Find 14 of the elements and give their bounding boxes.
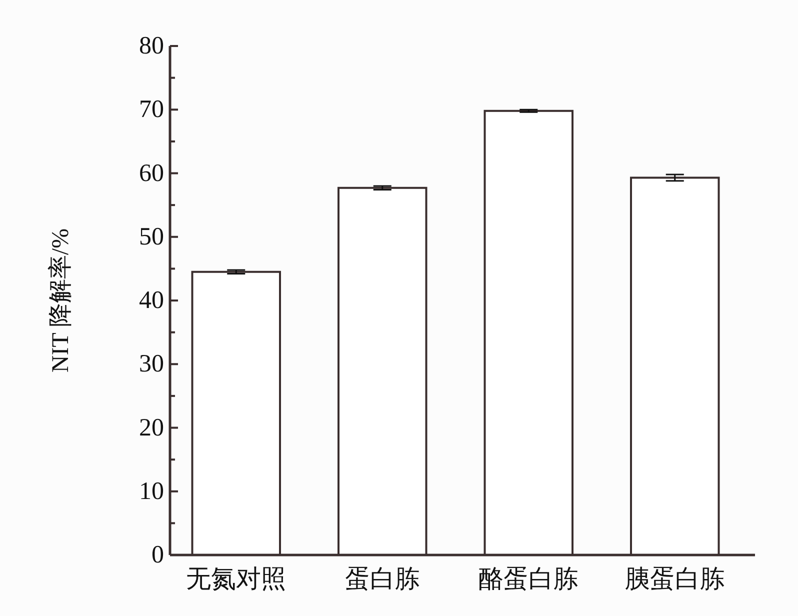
- y-tick-label: 10: [139, 478, 164, 505]
- y-axis-title: NIT 降解率/%: [47, 228, 74, 373]
- x-tick-label: 蛋白胨: [344, 566, 420, 593]
- x-tick-label: 胰蛋白胨: [624, 566, 725, 593]
- y-tick-label: 30: [139, 350, 164, 378]
- x-tick-label: 无氮对照: [186, 566, 286, 593]
- x-tick-label: 酪蛋白胨: [478, 566, 579, 593]
- y-tick-label: 50: [139, 223, 164, 250]
- y-tick-label: 60: [139, 160, 164, 187]
- y-tick-label: 80: [139, 32, 164, 60]
- y-tick-label: 20: [139, 414, 164, 442]
- y-tick-label: 70: [139, 96, 164, 124]
- y-tick-label: 0: [152, 542, 164, 568]
- y-tick-label: 40: [139, 287, 164, 314]
